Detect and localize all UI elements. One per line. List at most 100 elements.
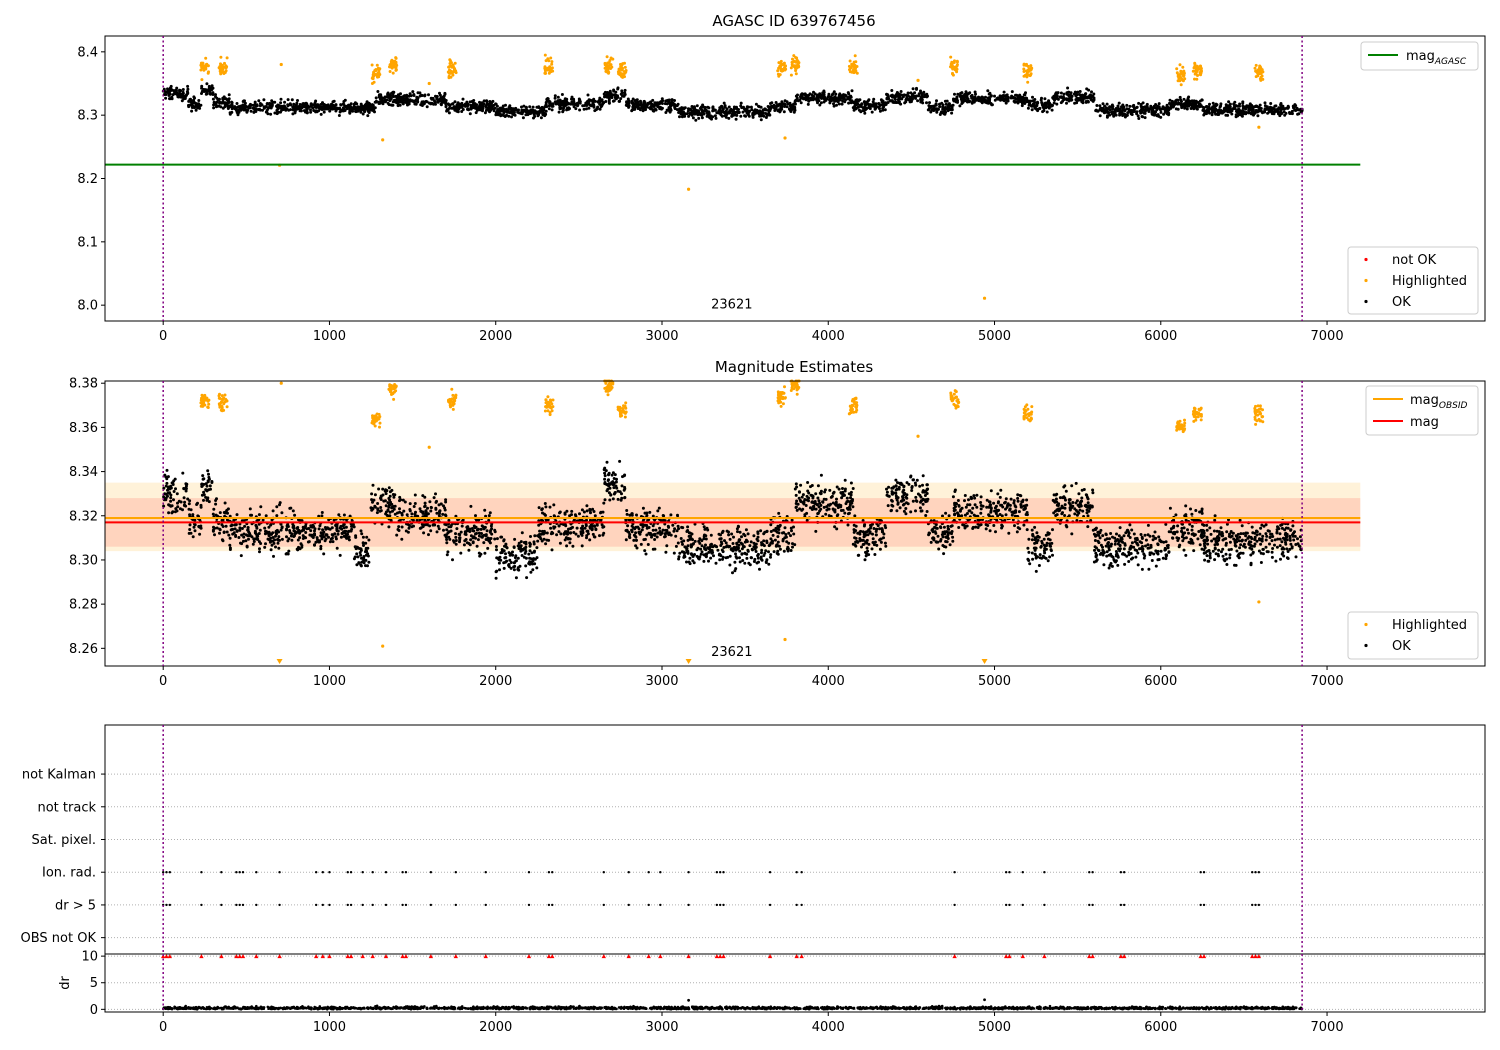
data-point-ok (831, 92, 835, 96)
data-point-ok (202, 490, 206, 494)
data-point-ok (1141, 101, 1145, 105)
data-point-ok (495, 537, 499, 541)
data-point-ok (608, 94, 612, 98)
data-point-ok (480, 535, 484, 539)
data-point-ok (234, 523, 238, 526)
data-point-ok (1182, 103, 1186, 106)
data-point-ok (1140, 106, 1144, 110)
data-point-ok (504, 107, 508, 111)
data-point-ok (972, 100, 976, 104)
data-point-ok (832, 99, 836, 103)
data-point-ok (818, 94, 822, 98)
data-point-ok (242, 535, 246, 539)
data-point-ok (943, 99, 947, 103)
data-point-ok (167, 511, 171, 515)
data-point-ok (702, 112, 706, 116)
data-point-ok (381, 102, 385, 106)
data-point-ok (218, 101, 222, 105)
data-point-ok (217, 97, 221, 101)
data-point-ok (1061, 99, 1065, 103)
data-point-ok (713, 114, 717, 118)
data-point-ok (1099, 106, 1103, 110)
data-point-ok (507, 114, 511, 118)
data-point-ok (395, 533, 399, 537)
data-point-ok (1278, 114, 1282, 118)
data-point-ok (247, 537, 250, 541)
data-point-ok (193, 523, 197, 527)
data-point-ok (951, 103, 955, 107)
data-point-highlighted (608, 59, 612, 62)
data-point-ok (578, 512, 581, 516)
data-point-ok (531, 568, 535, 572)
data-point-ok (164, 496, 168, 500)
data-point-ok (491, 104, 495, 108)
data-point-ok (275, 112, 279, 116)
data-point-ok (400, 525, 404, 529)
data-point-ok (322, 552, 326, 556)
data-point-highlighted (794, 64, 798, 68)
data-point-ok (405, 95, 409, 98)
data-point-ok (903, 101, 907, 105)
data-point-highlighted (1175, 71, 1179, 75)
data-point-ok (575, 103, 579, 107)
data-point-ok (366, 564, 369, 568)
data-point-ok (1075, 98, 1079, 102)
data-point-ok (910, 97, 914, 101)
data-point-ok (764, 116, 768, 119)
data-point-ok (1011, 95, 1015, 99)
data-point-ok (953, 92, 956, 96)
data-point-ok (983, 98, 987, 102)
data-point-ok (475, 531, 478, 535)
data-point-ok (371, 500, 374, 504)
data-point-highlighted (381, 138, 385, 142)
data-point-ok (275, 528, 279, 532)
data-point-ok (325, 107, 329, 111)
data-point-ok (364, 546, 368, 550)
data-point-ok (495, 569, 499, 573)
data-point-ok (484, 104, 488, 108)
data-point-ok (1117, 101, 1121, 105)
data-point-ok (598, 96, 602, 100)
data-point-ok (529, 535, 532, 538)
data-point-ok (1167, 113, 1171, 117)
data-point-highlighted (848, 68, 851, 72)
data-point-ok (240, 542, 244, 546)
data-point-highlighted (982, 296, 987, 300)
data-point-ok (423, 93, 427, 97)
data-point-ok (644, 104, 648, 108)
data-point-ok (1180, 106, 1184, 110)
data-point-highlighted (1254, 75, 1258, 79)
data-point-ok (1257, 108, 1261, 112)
data-point-ok (253, 100, 257, 104)
data-point-ok (396, 104, 400, 108)
data-point-highlighted (549, 70, 553, 74)
data-point-highlighted (853, 54, 857, 58)
data-point-ok (377, 102, 381, 105)
data-point-ok (881, 108, 885, 112)
data-point-ok (317, 540, 321, 544)
data-point-highlighted (548, 65, 552, 69)
data-point-highlighted (777, 61, 781, 65)
x-tick-label: 2000 (479, 329, 512, 344)
y-tick-label: 8.4 (77, 45, 98, 60)
data-point-ok (384, 510, 388, 514)
data-point-ok (987, 92, 991, 96)
data-point-ok (660, 106, 664, 110)
data-point-ok (499, 551, 503, 555)
data-point-highlighted (616, 70, 620, 74)
data-point-ok (852, 101, 856, 105)
data-point-ok (1126, 111, 1130, 115)
data-point-ok (228, 536, 232, 540)
data-point-ok (208, 484, 212, 488)
data-point-ok (169, 496, 173, 500)
data-point-ok (535, 546, 539, 550)
data-point-ok (1145, 104, 1149, 108)
data-point-ok (1052, 101, 1056, 105)
data-point-ok (565, 544, 569, 548)
data-point-ok (324, 527, 328, 531)
data-point-ok (734, 117, 738, 121)
data-point-highlighted (1022, 67, 1026, 71)
data-point-ok (618, 99, 622, 103)
data-point-ok (275, 514, 279, 518)
data-point-ok (485, 100, 489, 104)
